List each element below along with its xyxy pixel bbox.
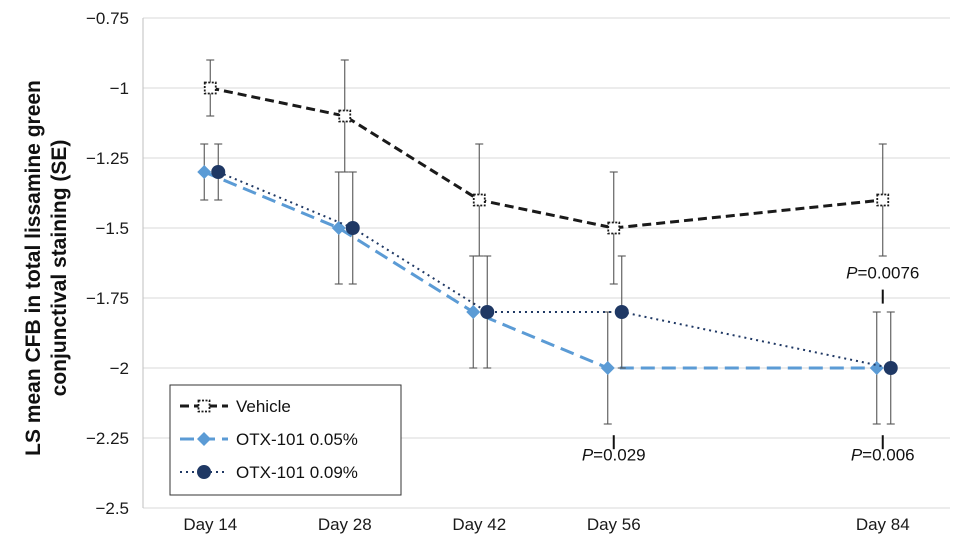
y-tick-label: −2	[110, 359, 129, 378]
y-tick-label: −2.5	[95, 499, 129, 518]
series-layer	[197, 59, 898, 425]
otx-0-05-marker	[331, 221, 346, 235]
legend-entry-1: OTX-101 0.05%	[180, 430, 358, 449]
legend-entry-2: OTX-101 0.09%	[180, 463, 358, 482]
vehicle-marker	[876, 193, 890, 207]
y-tick-label: −1.75	[86, 289, 129, 308]
annotations-layer: P=0.0076 P=0.029 P=0.006	[582, 263, 920, 464]
otx-0-05-marker	[197, 432, 211, 446]
otx-0-05-marker	[466, 305, 481, 319]
series-line	[203, 170, 877, 370]
legend-label: Vehicle	[236, 397, 291, 416]
otx-0-09-marker	[345, 221, 360, 235]
annotation-label: P=0.0076	[846, 263, 919, 282]
series-1	[197, 143, 884, 425]
vehicle-marker	[338, 109, 352, 123]
x-axis-ticks: Day 14 Day 28 Day 42 Day 56 Day 84	[183, 515, 909, 534]
x-tick-label: Day 28	[318, 515, 372, 534]
vehicle-marker	[607, 221, 621, 235]
y-tick-label: −1.5	[95, 219, 129, 238]
p-value-annotation: P=0.029	[582, 435, 646, 464]
annotation-label: P=0.006	[851, 445, 915, 464]
otx-0-09-marker	[883, 361, 898, 375]
vehicle-marker	[203, 81, 217, 95]
legend-label: OTX-101 0.05%	[236, 430, 358, 449]
y-tick-label: −2.25	[86, 429, 129, 448]
x-tick-label: Day 56	[587, 515, 641, 534]
legend: Vehicle OTX-101 0.05% OTX-101 0.09%	[169, 384, 402, 496]
legend-label: OTX-101 0.09%	[236, 463, 358, 482]
otx-0-05-marker	[600, 361, 615, 375]
legend-entry-0: Vehicle	[180, 397, 291, 416]
series-0	[203, 59, 890, 285]
annotation-label: P=0.029	[582, 445, 646, 464]
otx-0-09-marker	[197, 465, 211, 479]
series-line	[217, 171, 891, 369]
otx-0-09-marker	[480, 305, 495, 319]
y-tick-label: −1	[110, 79, 129, 98]
otx-0-05-marker	[197, 165, 212, 179]
y-axis-label-line-1: LS mean CFB in total lissamine green	[22, 80, 45, 456]
x-tick-label: Day 42	[452, 515, 506, 534]
otx-0-09-marker	[614, 305, 629, 319]
y-axis-label-line-2: conjunctival staining (SE)	[48, 140, 71, 397]
otx-0-09-marker	[211, 165, 226, 179]
otx-0-05-marker	[869, 361, 884, 375]
x-tick-label: Day 14	[183, 515, 237, 534]
series-2	[211, 143, 898, 425]
y-tick-label: −0.75	[86, 9, 129, 28]
p-value-annotation: P=0.0076	[846, 263, 919, 304]
vehicle-marker	[472, 193, 486, 207]
x-tick-label: Day 84	[856, 515, 910, 534]
y-tick-label: −1.25	[86, 149, 129, 168]
y-axis-ticks: −0.75 −1 −1.25 −1.5 −1.75 −2 −2.25 −2.5	[86, 9, 129, 518]
p-value-annotation: P=0.006	[851, 435, 915, 464]
vehicle-marker	[197, 399, 211, 413]
